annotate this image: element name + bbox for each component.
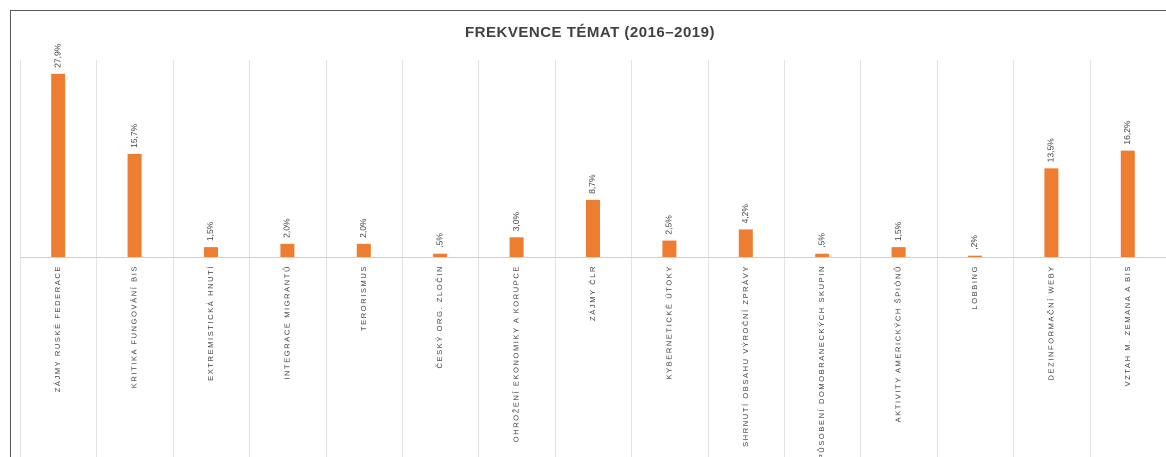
category-label: OHROŽENÍ EKONOMIKY A KORUPCE	[512, 265, 521, 442]
bar	[662, 240, 677, 257]
chart-title: FREKVENCE TÉMAT (2016–2019)	[465, 24, 715, 41]
value-label: 27,9%	[52, 43, 62, 68]
category-label: AKTIVITY AMERICKÝCH ŠPIÓNŮ	[894, 265, 903, 422]
value-label: 1,5%	[205, 221, 215, 241]
value-label: 16,2%	[1122, 120, 1132, 145]
value-label: 3,0%	[511, 211, 521, 231]
value-label: ,5%	[816, 233, 826, 248]
category-label: KRITIKA FUNGOVÁNÍ BIS	[130, 265, 139, 388]
value-label: 2,0%	[282, 218, 292, 238]
bar	[1120, 150, 1135, 257]
category-label: LOBBING	[970, 265, 979, 310]
category-label: SHRNUTÍ OBSAHU VÝROČNÍ ZPRÁVY	[741, 265, 750, 447]
bar	[204, 247, 218, 257]
bar	[891, 247, 906, 257]
category-label: ČESKÝ ORG. ZLOČIN	[435, 265, 444, 368]
bar	[356, 243, 371, 257]
bar	[280, 243, 295, 257]
value-label: 4,2%	[740, 204, 750, 224]
category-label: EXTREMISTICKÁ HNUTÍ	[206, 265, 215, 381]
category-label: ZÁJMY RUSKÉ FEDERACE	[53, 265, 62, 392]
category-label: ZÁJMY ČLR	[588, 265, 597, 321]
value-label: 1,5%	[893, 221, 903, 241]
bar	[509, 237, 524, 257]
bar	[127, 153, 142, 257]
bar	[433, 253, 448, 257]
category-label: INTEGRACE MIGRANTŮ	[282, 265, 291, 380]
bar	[815, 253, 830, 257]
value-label: 8,7%	[587, 174, 597, 194]
value-label: 2,5%	[664, 215, 674, 235]
value-label: 2,0%	[358, 218, 368, 238]
value-label: ,5%	[434, 233, 444, 248]
bar	[586, 199, 600, 257]
value-label: 15,7%	[129, 123, 139, 148]
bar	[51, 73, 66, 257]
bar	[968, 255, 982, 257]
category-label: TERORISMUS	[359, 265, 368, 331]
bar	[1044, 168, 1059, 257]
bar	[738, 229, 753, 257]
category-label: VZTAH M. ZEMANA A BIS	[1123, 265, 1132, 386]
category-label: DEZINFORMAČNÍ WEBY	[1046, 265, 1055, 380]
value-label: ,2%	[969, 235, 979, 250]
category-label: PŮSOBENÍ DOMOBRANECKÝCH SKUPIN	[817, 265, 826, 457]
category-label: KYBERNETICKÉ ÚTOKY	[664, 265, 673, 380]
value-label: 13,5%	[1046, 138, 1056, 163]
